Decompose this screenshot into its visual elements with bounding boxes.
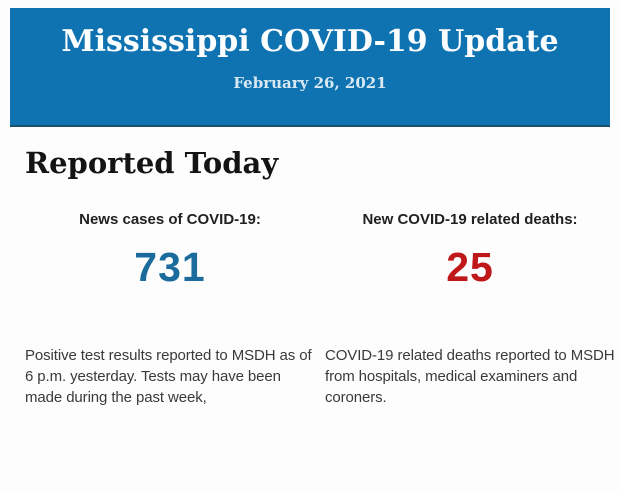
covid-update-newsletter: Mississippi COVID-19 Update February 26,… (0, 8, 620, 491)
report-body: Reported Today News cases of COVID-19: 7… (0, 146, 620, 408)
stats-columns: News cases of COVID-19: 731 Positive tes… (25, 211, 615, 408)
stat-new-cases: News cases of COVID-19: 731 Positive tes… (25, 211, 315, 408)
new-cases-description: Positive test results reported to MSDH a… (25, 347, 312, 406)
new-deaths-value: 25 (446, 244, 494, 290)
new-deaths-description: COVID-19 related deaths reported to MSDH… (325, 347, 615, 406)
newsletter-date: February 26, 2021 (233, 74, 387, 92)
new-deaths-label: New COVID-19 related deaths: (362, 211, 578, 228)
new-cases-value: 731 (134, 244, 206, 290)
new-cases-label: News cases of COVID-19: (79, 211, 261, 228)
stat-new-deaths: New COVID-19 related deaths: 25 COVID-19… (325, 211, 615, 408)
section-heading: Reported Today (25, 146, 279, 180)
header-banner: Mississippi COVID-19 Update February 26,… (10, 8, 610, 127)
newsletter-title: Mississippi COVID-19 Update (61, 24, 559, 59)
